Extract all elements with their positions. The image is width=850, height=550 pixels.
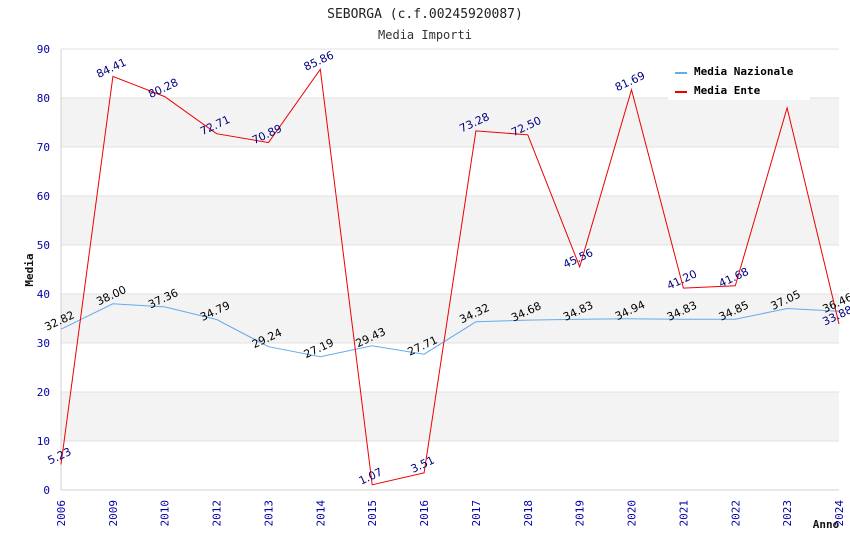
x-axis-title: Anno xyxy=(813,518,840,531)
grid-band xyxy=(61,147,839,196)
x-tick-label: 2016 xyxy=(418,500,431,527)
grid-band xyxy=(61,441,839,490)
x-tick-label: 2012 xyxy=(211,500,224,527)
grid-band xyxy=(61,343,839,392)
y-tick-label: 20 xyxy=(37,386,50,399)
x-tick-label: 2015 xyxy=(366,500,379,527)
grid-band xyxy=(61,245,839,294)
grid-band xyxy=(61,196,839,245)
x-tick-label: 2018 xyxy=(522,500,535,527)
y-axis-title: Media xyxy=(23,253,36,286)
y-tick-label: 10 xyxy=(37,435,50,448)
grid-band xyxy=(61,392,839,441)
legend-box xyxy=(668,58,810,100)
y-tick-label: 70 xyxy=(37,141,50,154)
x-tick-label: 2024 xyxy=(833,500,846,527)
x-tick-label: 2020 xyxy=(626,500,639,527)
y-tick-label: 60 xyxy=(37,190,50,203)
x-tick-label: 2022 xyxy=(729,500,742,527)
legend-label-media-ente: Media Ente xyxy=(694,84,761,97)
y-tick-label: 0 xyxy=(43,484,50,497)
chart-subtitle: Media Importi xyxy=(378,28,472,42)
y-tick-label: 30 xyxy=(37,337,50,350)
y-axis-ticks: 0 10 20 30 40 50 60 70 80 90 xyxy=(37,43,50,497)
x-tick-label: 2006 xyxy=(55,500,68,527)
chart-title: SEBORGA (c.f.00245920087) xyxy=(327,7,523,22)
x-tick-label: 2017 xyxy=(470,500,483,527)
legend-label-media-nazionale: Media Nazionale xyxy=(694,65,794,78)
y-tick-label: 80 xyxy=(37,92,50,105)
x-tick-label: 2019 xyxy=(574,500,587,527)
series-line-media-ente xyxy=(60,67,840,486)
x-tick-label: 2009 xyxy=(107,500,120,527)
series-line-media-nazionale xyxy=(60,303,840,358)
x-tick-label: 2013 xyxy=(262,500,275,527)
series-lines xyxy=(60,67,840,486)
grid-bands xyxy=(61,49,839,490)
grid-band xyxy=(61,98,839,147)
y-tick-label: 90 xyxy=(37,43,50,56)
y-tick-label: 50 xyxy=(37,239,50,252)
x-tick-label: 2014 xyxy=(314,500,327,527)
x-axis-ticks: 2006 2009 2010 2012 2013 2014 2015 2016 2017 2018… xyxy=(55,500,846,527)
x-tick-label: 2021 xyxy=(677,500,690,527)
legend: Media Nazionale Media Ente xyxy=(668,58,810,100)
x-tick-label: 2010 xyxy=(159,500,172,527)
grid-lines xyxy=(60,48,839,491)
y-tick-label: 40 xyxy=(37,288,50,301)
x-tick-label: 2023 xyxy=(781,500,794,527)
